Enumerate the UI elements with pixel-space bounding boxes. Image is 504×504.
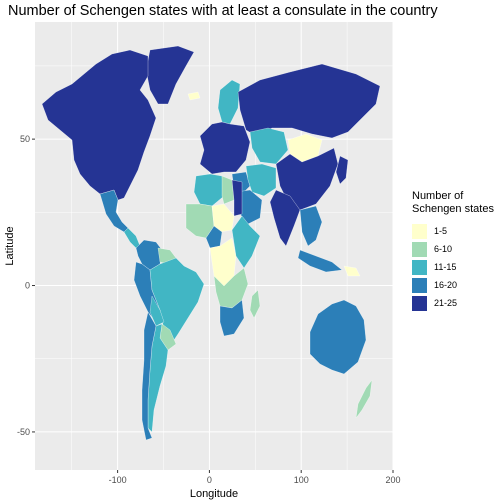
region-chile (141, 311, 157, 441)
region-mexico (99, 189, 129, 233)
legend-label: 6-10 (434, 244, 453, 254)
x-tick-label: 100 (294, 475, 309, 485)
y-tick-label: 0 (25, 281, 30, 291)
region-southeast-asia (299, 205, 323, 247)
legend-item: 1-5 (412, 222, 502, 240)
region-new-zealand (355, 379, 373, 419)
y-axis-ticks: 50 0 -50 (17, 134, 35, 437)
legend-swatch (412, 259, 427, 275)
x-tick-label: 200 (385, 475, 400, 485)
region-nigeria (205, 225, 223, 249)
legend-items: 1-5 6-10 11-15 16-20 21-25 (412, 222, 502, 312)
legend-item: 21-25 (412, 294, 502, 312)
x-tick-label: -100 (109, 475, 127, 485)
y-axis-title: Latitude (4, 226, 16, 265)
legend-item: 11-15 (412, 258, 502, 276)
legend-title: Number of Schengen states (412, 190, 502, 216)
region-north-africa (193, 173, 225, 207)
legend-label: 1-5 (434, 226, 448, 236)
legend-label: 11-15 (434, 262, 457, 272)
region-bolivia (149, 295, 165, 327)
legend-swatch (412, 277, 427, 293)
y-tick-label: -50 (17, 427, 30, 437)
region-madagascar (249, 289, 261, 319)
region-australia (309, 299, 367, 375)
legend-item: 16-20 (412, 276, 502, 294)
y-tick-label: 50 (20, 134, 30, 144)
legend-title-line2: Schengen states (412, 203, 494, 215)
map-regions (41, 45, 381, 441)
legend-swatch (412, 295, 427, 311)
region-libya (221, 175, 235, 205)
region-south-africa (219, 299, 245, 337)
legend-label: 21-25 (434, 298, 458, 308)
region-kazakhstan (249, 127, 289, 165)
region-papua-new-guinea (343, 265, 361, 277)
legend-swatch (412, 223, 427, 239)
legend-swatch (412, 241, 427, 257)
region-europe (199, 121, 251, 175)
x-tick-label: 0 (207, 475, 212, 485)
region-iran (245, 163, 277, 197)
region-japan-korea (335, 155, 349, 185)
region-egypt (231, 179, 243, 217)
legend-title-line1: Number of (412, 190, 464, 202)
region-north-america (41, 49, 157, 201)
region-east-africa (231, 215, 261, 269)
legend-item: 6-10 (412, 240, 502, 258)
region-indonesia (297, 249, 343, 273)
x-axis-title: Longitude (190, 488, 238, 500)
legend-label: 16-20 (434, 280, 458, 290)
legend: Number of Schengen states 1-5 6-10 11-15 16… (412, 190, 502, 312)
x-axis-ticks: -100 0 100 200 (109, 470, 401, 485)
region-scandinavia (217, 79, 241, 125)
chart-title: Number of Schengen states with at least … (8, 3, 438, 19)
region-india (269, 189, 301, 247)
region-iceland (187, 91, 201, 101)
region-greenland (145, 45, 195, 105)
region-southern-africa (213, 267, 249, 309)
